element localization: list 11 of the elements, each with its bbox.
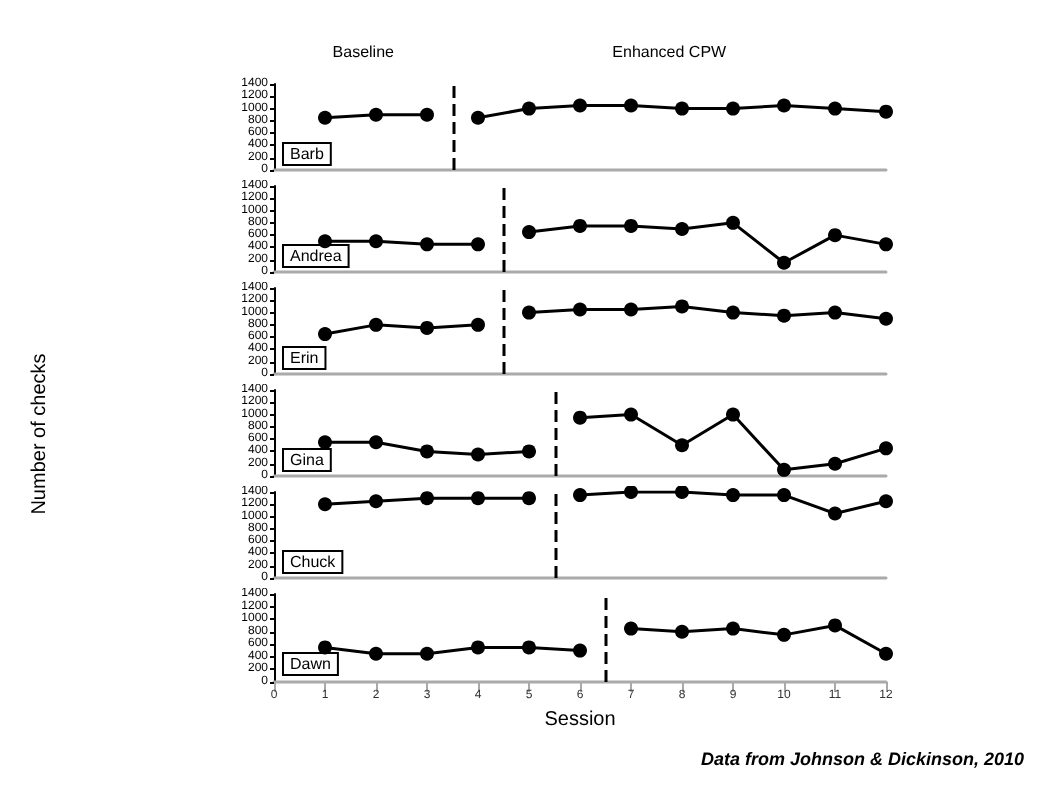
annotation: Gina <box>290 451 325 469</box>
text: Enhanced CPW <box>612 43 728 61</box>
x-axis-title: Session <box>544 709 616 731</box>
annotation: Dawn <box>290 655 331 673</box>
annotation: Erin <box>290 349 319 367</box>
text: Baseline <box>332 43 396 61</box>
annotation: Barb <box>290 145 325 163</box>
y-axis-title: Number of checks <box>29 353 51 515</box>
annotation: Andrea <box>290 247 343 265</box>
annotation: Chuck <box>290 553 338 571</box>
text: Data from Johnson & Dickinson, 2010 <box>700 749 1025 769</box>
